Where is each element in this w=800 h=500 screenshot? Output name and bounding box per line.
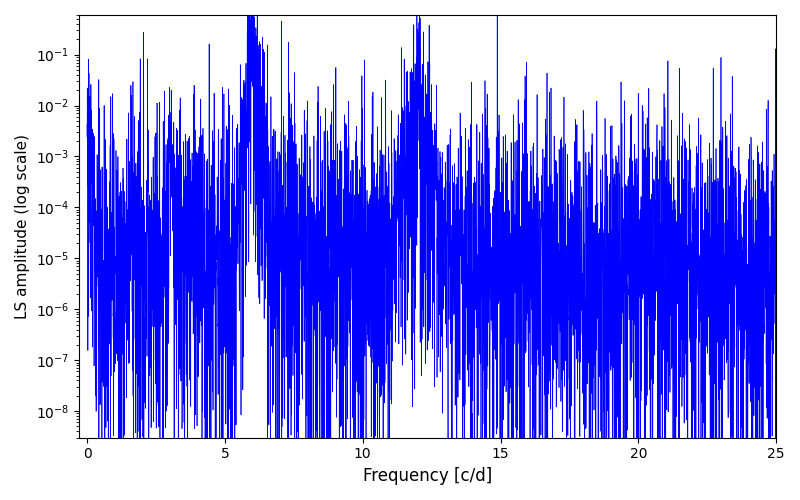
X-axis label: Frequency [c/d]: Frequency [c/d] <box>363 467 492 485</box>
Y-axis label: LS amplitude (log scale): LS amplitude (log scale) <box>15 134 30 319</box>
